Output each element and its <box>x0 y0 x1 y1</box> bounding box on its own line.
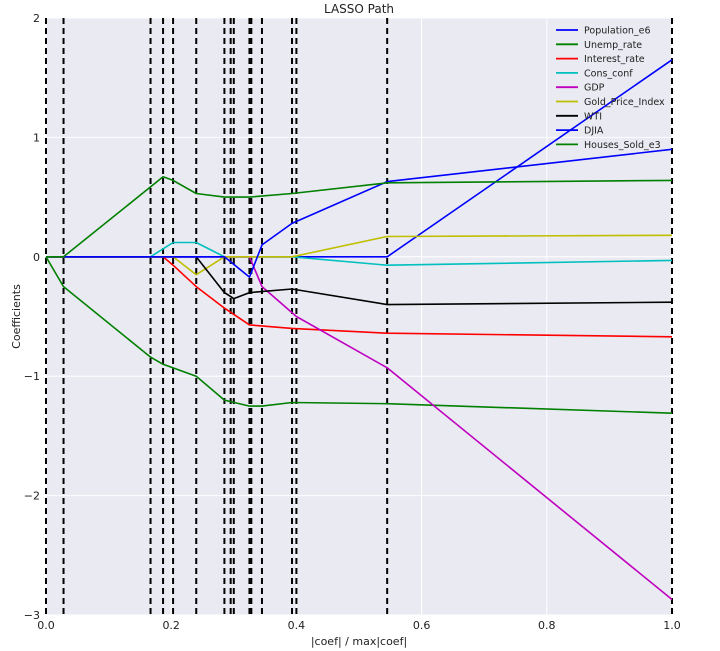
series-line-djia <box>46 148 673 278</box>
y-tick-label: −1 <box>24 370 40 383</box>
y-axis-ticks: −3 −2 −1 0 1 2 <box>24 12 40 622</box>
x-axis-ticks: 0.0 0.2 0.4 0.6 0.8 1.0 <box>37 619 681 632</box>
y-tick-label: 1 <box>33 131 40 144</box>
legend-label: Population_e6 <box>584 26 651 37</box>
y-tick-label: 2 <box>33 12 40 25</box>
legend: Population_e6 Unemp_rate Interest_rate Cons… <box>556 26 665 151</box>
plot-area <box>46 18 672 615</box>
legend-label: DJIA <box>584 126 604 137</box>
x-tick-label: 0.0 <box>37 619 55 632</box>
x-axis-label: |coef| / max|coef| <box>311 635 407 648</box>
y-axis-label: Coefficients <box>10 284 23 349</box>
legend-label: GDP <box>584 83 605 94</box>
legend-label: Cons_conf <box>584 68 633 79</box>
x-tick-label: 0.8 <box>538 619 556 632</box>
legend-label: Houses_Sold_e3 <box>584 140 661 151</box>
y-tick-label: −2 <box>24 490 40 503</box>
series-lines <box>45 59 673 601</box>
x-tick-label: 0.6 <box>413 619 431 632</box>
legend-label: Unemp_rate <box>584 40 642 51</box>
legend-label: WTI <box>584 111 602 122</box>
x-tick-label: 1.0 <box>663 619 681 632</box>
legend-label: Interest_rate <box>584 54 645 65</box>
y-tick-label: 0 <box>33 251 40 264</box>
x-tick-label: 0.4 <box>288 619 306 632</box>
x-tick-label: 0.2 <box>162 619 180 632</box>
y-tick-label: −3 <box>24 609 40 622</box>
legend-label: Gold_Price_Index <box>584 97 665 108</box>
chart-title: LASSO Path <box>324 2 394 16</box>
series-line-interest-rate <box>46 255 673 338</box>
series-line-wti <box>46 255 673 306</box>
series-line-houses-sold-e3 <box>46 176 673 258</box>
series-line-unemp-rate <box>45 256 673 414</box>
